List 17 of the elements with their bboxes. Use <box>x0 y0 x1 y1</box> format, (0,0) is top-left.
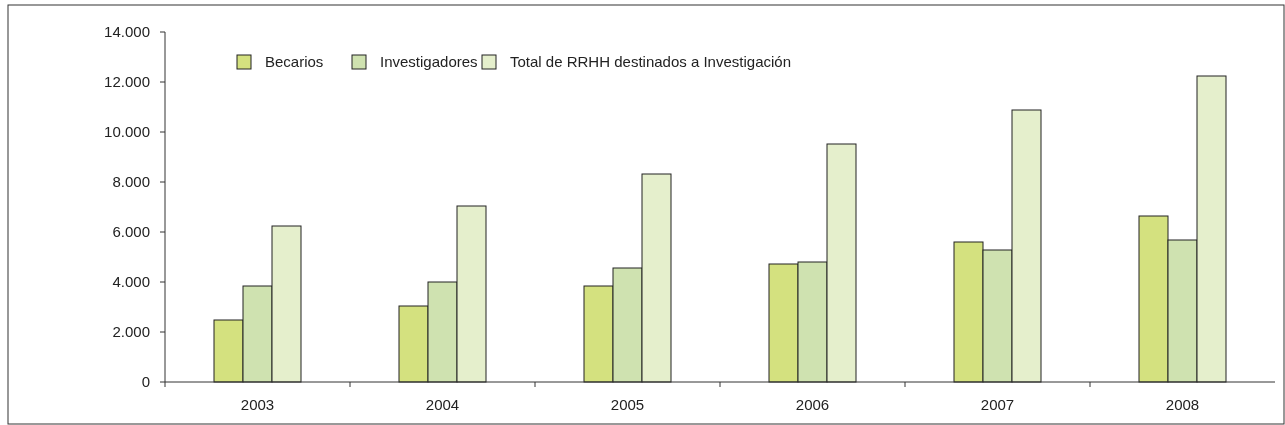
y-tick-label: 0 <box>141 373 150 391</box>
x-tick-label: 2006 <box>795 396 830 413</box>
y-tick-label: 4.000 <box>112 273 150 291</box>
legend-label: Investigadores <box>380 53 478 71</box>
x-tick-label: 2003 <box>240 396 275 413</box>
y-tick-label: 14.000 <box>104 23 150 41</box>
x-tick-label: 2008 <box>1165 396 1200 413</box>
x-tick-label: 2004 <box>425 396 460 413</box>
legend-label: Becarios <box>265 53 324 71</box>
y-tick-label: 8.000 <box>112 173 150 191</box>
y-tick-label: 10.000 <box>104 123 150 141</box>
x-tick-label: 2005 <box>610 396 645 413</box>
y-tick-label: 2.000 <box>112 323 150 341</box>
y-tick-label: 6.000 <box>112 223 150 241</box>
x-tick-label: 2007 <box>980 396 1015 413</box>
legend-label: Total de RRHH destinados a Investigación <box>510 53 791 71</box>
y-tick-label: 12.000 <box>104 73 150 91</box>
